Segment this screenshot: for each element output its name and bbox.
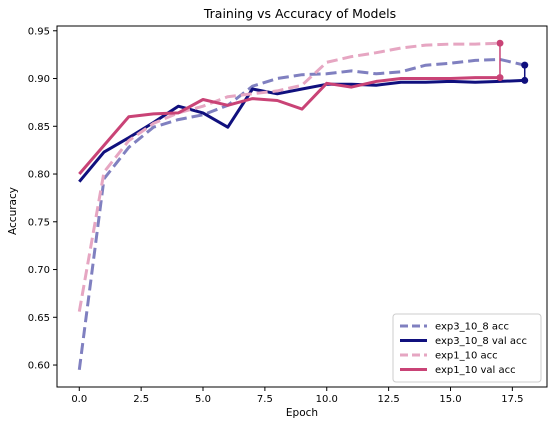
legend-label-0: exp3_10_8 acc bbox=[435, 322, 509, 333]
y-tick-label-3: 0.75 bbox=[28, 217, 50, 228]
y-tick-label-1: 0.65 bbox=[28, 313, 50, 324]
x-tick-label-3: 7.5 bbox=[257, 394, 273, 405]
y-tick-label-2: 0.70 bbox=[28, 265, 50, 276]
x-tick-label-0: 0.0 bbox=[71, 394, 87, 405]
legend-box bbox=[392, 313, 542, 383]
x-tick-label-4: 10.0 bbox=[316, 394, 338, 405]
legend-label-3: exp1_10 val acc bbox=[435, 365, 516, 376]
x-tick-label-1: 2.5 bbox=[133, 394, 149, 405]
series-line-0 bbox=[77, 57, 526, 370]
marker-top-1 bbox=[496, 39, 504, 47]
y-tick-label-0: 0.60 bbox=[28, 361, 50, 372]
y-axis-label: Accuracy bbox=[7, 187, 19, 235]
plot-area bbox=[77, 39, 529, 370]
marker-bottom-0 bbox=[521, 76, 529, 84]
x-tick-label-5: 12.5 bbox=[377, 394, 399, 405]
y-tick-label-7: 0.95 bbox=[28, 26, 50, 37]
legend-label-1: exp3_10_8 val acc bbox=[435, 336, 527, 347]
plot-frame bbox=[56, 25, 548, 388]
axes: 0.0 2.5 5.0 7.5 10.0 12.5 15.0 17.5 0.60 0.65 0.70… bbox=[28, 25, 548, 405]
y-tick-label-6: 0.90 bbox=[28, 74, 50, 85]
y-tick-label-5: 0.85 bbox=[28, 122, 50, 133]
x-axis-label: Epoch bbox=[286, 407, 318, 419]
marker-top-0 bbox=[521, 61, 529, 69]
x-tick-label-7: 17.5 bbox=[501, 394, 523, 405]
series-line-3 bbox=[78, 76, 500, 175]
marker-bottom-1 bbox=[496, 74, 504, 82]
y-tick-label-4: 0.80 bbox=[28, 170, 50, 181]
chart-title: Training vs Accuracy of Models bbox=[203, 6, 396, 21]
series-line-2 bbox=[77, 41, 501, 312]
legend-label-2: exp1_10 acc bbox=[435, 351, 498, 362]
legend: exp3_10_8 acc exp3_10_8 val acc exp1_10 ac… bbox=[392, 313, 542, 383]
x-tick-label-2: 5.0 bbox=[195, 394, 211, 405]
x-tick-label-6: 15.0 bbox=[439, 394, 461, 405]
